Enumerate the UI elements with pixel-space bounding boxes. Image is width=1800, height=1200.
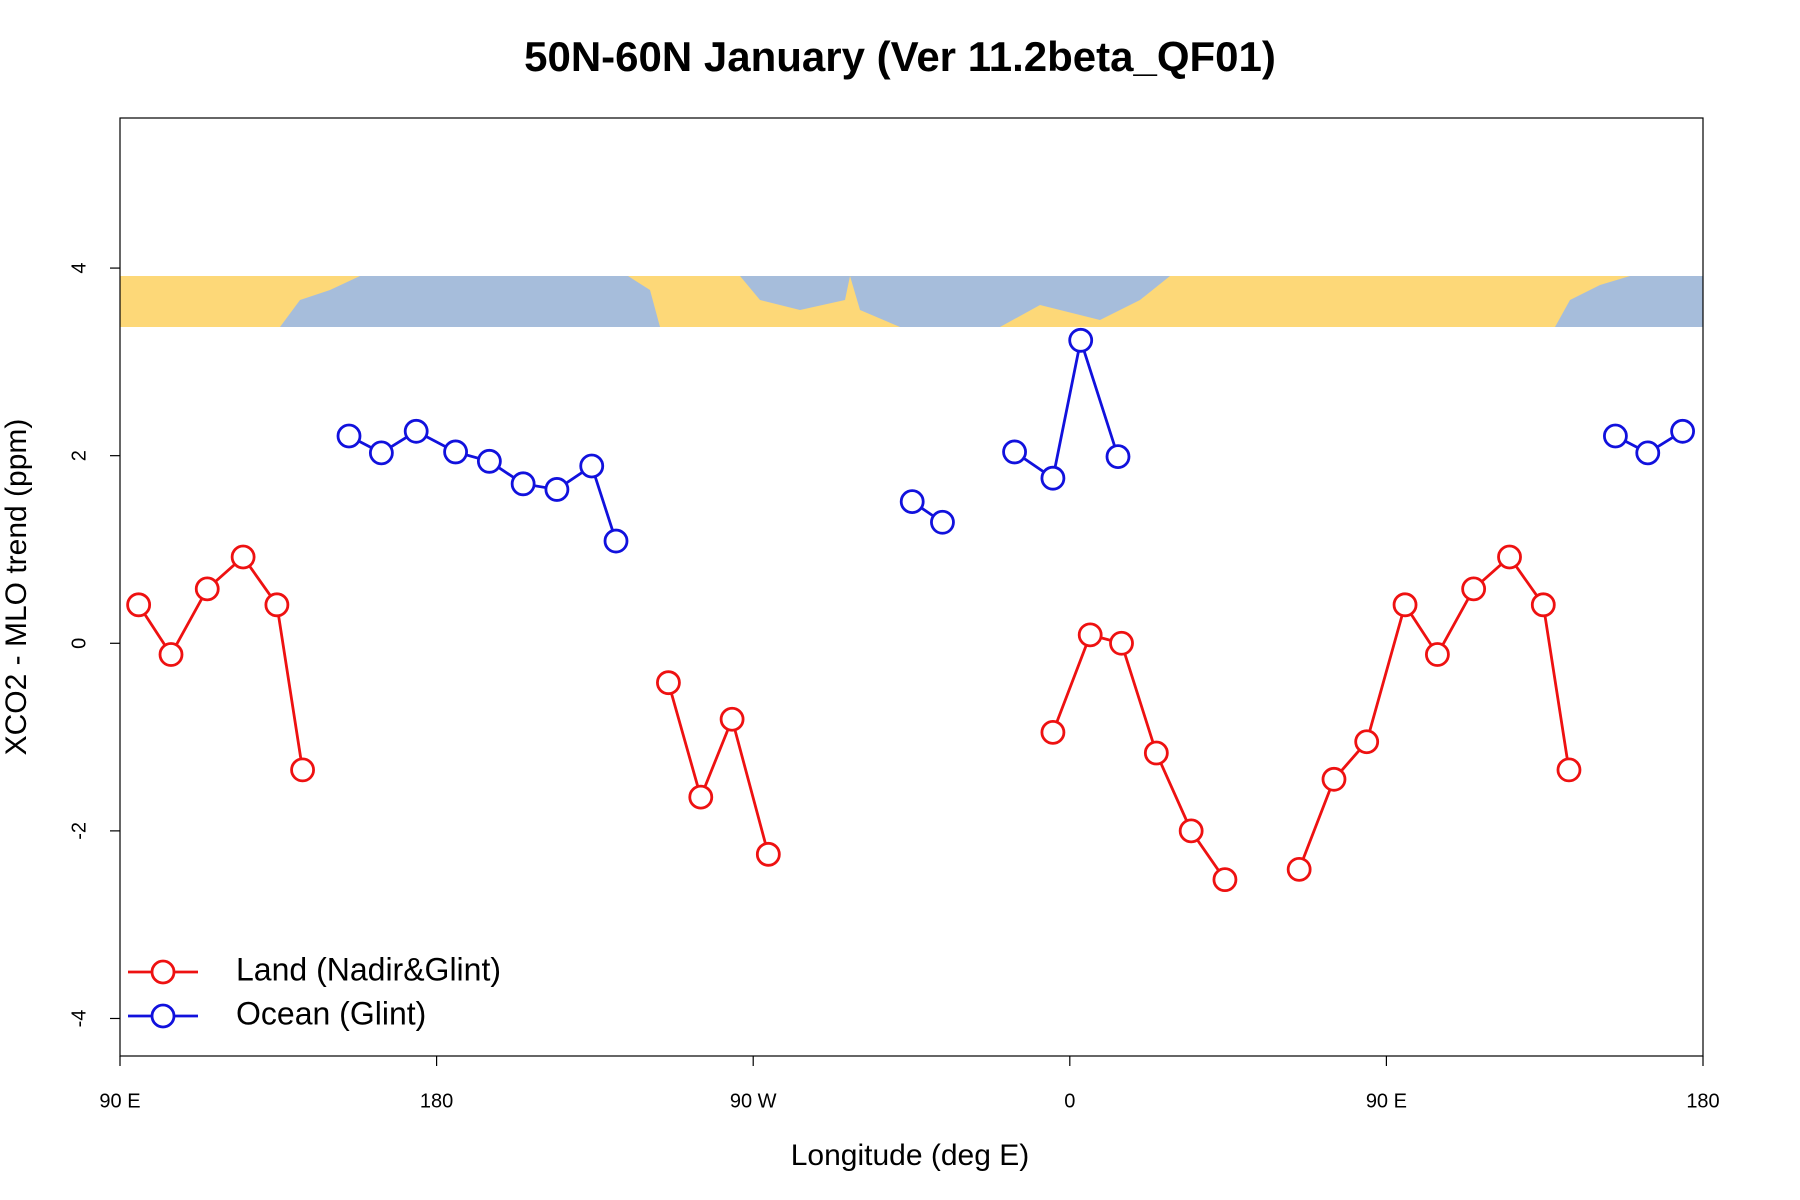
map-ocean bbox=[740, 276, 850, 310]
data-point bbox=[194, 576, 220, 602]
legend-marker bbox=[150, 1003, 176, 1029]
map-ocean bbox=[280, 276, 380, 327]
x-axis-label: Longitude (deg E) bbox=[791, 1139, 1030, 1172]
y-axis-label: XCO2 - MLO trend (ppm) bbox=[0, 419, 33, 756]
data-point bbox=[1461, 576, 1487, 602]
data-point bbox=[1143, 740, 1169, 766]
data-point bbox=[476, 448, 502, 474]
data-point bbox=[579, 453, 605, 479]
data-point bbox=[899, 489, 925, 515]
x-tick-label: 180 bbox=[420, 1090, 453, 1112]
data-point bbox=[1670, 418, 1695, 444]
x-tick-label: 90 E bbox=[1366, 1090, 1407, 1112]
data-point bbox=[1286, 856, 1312, 882]
legend-marker bbox=[150, 959, 176, 985]
x-tick-label: 90 E bbox=[99, 1090, 140, 1112]
map-ocean bbox=[850, 276, 1170, 327]
series-line bbox=[667, 682, 770, 855]
data-point bbox=[1635, 440, 1661, 466]
series-line bbox=[1013, 334, 1120, 481]
data-point bbox=[1040, 465, 1066, 491]
data-point bbox=[544, 477, 570, 502]
data-point bbox=[755, 841, 781, 867]
data-point bbox=[603, 528, 629, 554]
data-point bbox=[719, 706, 745, 732]
y-tick-label: 4 bbox=[68, 263, 90, 274]
legend-label: Land (Nadir&Glint) bbox=[236, 951, 501, 987]
data-point bbox=[1530, 592, 1556, 618]
data-point bbox=[1321, 766, 1347, 792]
y-tick-label: 0 bbox=[68, 638, 90, 649]
data-point bbox=[336, 423, 362, 449]
x-tick-label: 90 W bbox=[730, 1090, 777, 1112]
data-point bbox=[1178, 818, 1204, 844]
data-point bbox=[1354, 729, 1380, 755]
map-ocean bbox=[1555, 276, 1703, 327]
data-point bbox=[510, 471, 536, 497]
y-tick-label: -4 bbox=[68, 1010, 90, 1028]
data-point bbox=[1425, 642, 1450, 667]
x-tick-label: 0 bbox=[1064, 1090, 1075, 1112]
data-point bbox=[1556, 757, 1582, 783]
data-point bbox=[1105, 444, 1131, 470]
data-point bbox=[1002, 439, 1027, 465]
data-point bbox=[656, 670, 681, 696]
data-point bbox=[290, 757, 315, 783]
data-point bbox=[1212, 867, 1238, 893]
chart-title: 50N-60N January (Ver 11.2beta_QF01) bbox=[524, 33, 1276, 80]
data-point bbox=[368, 440, 394, 466]
map-band bbox=[120, 276, 1703, 327]
data-point bbox=[443, 439, 468, 465]
data-point bbox=[1392, 592, 1418, 618]
data-point bbox=[158, 642, 184, 667]
plot-frame bbox=[119, 117, 1704, 1057]
data-point bbox=[403, 418, 429, 444]
map-ocean bbox=[628, 276, 660, 327]
data-point bbox=[1109, 630, 1134, 656]
y-tick-label: 2 bbox=[68, 450, 90, 461]
series-line bbox=[1051, 633, 1227, 881]
y-tick-label: -2 bbox=[68, 822, 90, 840]
x-tick-label: 180 bbox=[1686, 1090, 1719, 1112]
legend-label: Ocean (Glint) bbox=[236, 995, 426, 1031]
data-point bbox=[1603, 423, 1628, 449]
data-point bbox=[230, 544, 256, 570]
map-ocean bbox=[372, 276, 628, 327]
data-point bbox=[1040, 719, 1066, 745]
data-point bbox=[1077, 622, 1103, 648]
data-point bbox=[1497, 544, 1522, 570]
data-point bbox=[126, 592, 152, 618]
data-point bbox=[688, 784, 714, 810]
series-line bbox=[1297, 554, 1571, 870]
data-point bbox=[1068, 327, 1094, 353]
data-point bbox=[264, 592, 290, 618]
data-point bbox=[930, 509, 955, 535]
